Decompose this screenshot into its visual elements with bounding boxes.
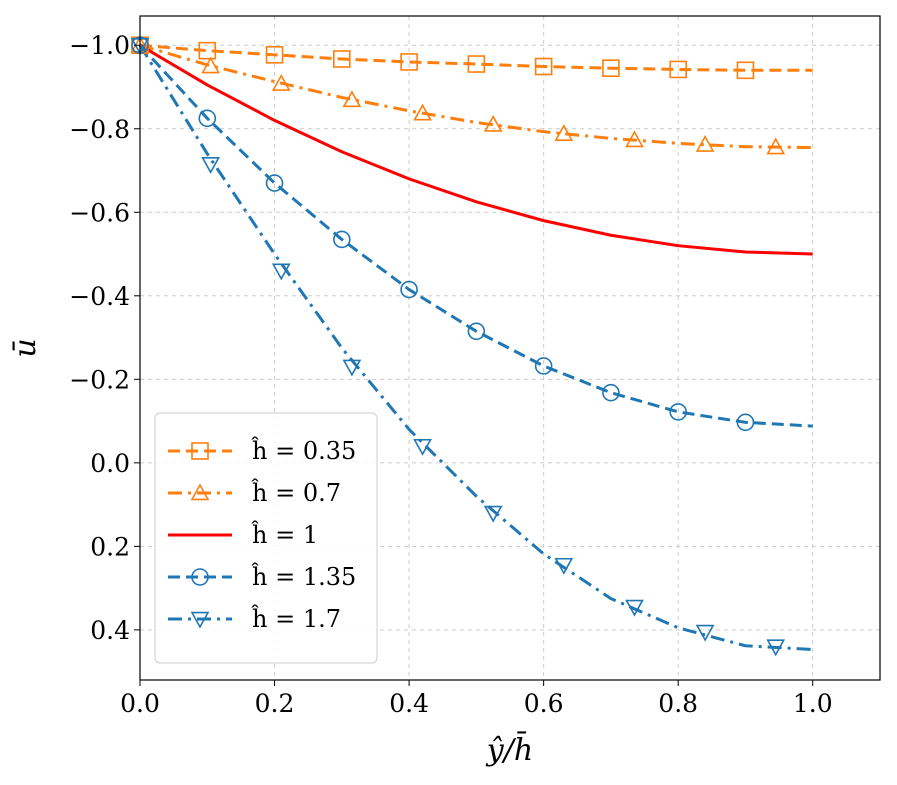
series-2-point	[483, 114, 503, 132]
legend-label-3: ĥ = 1	[251, 520, 318, 549]
x-axis-ticks: 0.0 0.2 0.4 0.6 0.8 1.0	[120, 680, 833, 718]
series-1-point	[265, 46, 284, 64]
series-2-point	[271, 74, 291, 91]
x-tick-label: 0.6	[524, 689, 564, 718]
series-2-point	[342, 90, 362, 108]
y-tick-label: −0.8	[69, 115, 130, 144]
series-2-point	[766, 137, 786, 155]
series-2-point	[695, 134, 715, 152]
x-axis-label: ŷ/h̄	[485, 730, 533, 768]
series-1-point	[736, 61, 755, 80]
series-4-point	[467, 322, 486, 341]
series-5-point	[695, 624, 715, 642]
y-tick-label: 0.4	[90, 616, 130, 645]
series-line-5	[138, 44, 813, 652]
legend-marker-1	[191, 442, 209, 460]
y-axis-label: ū	[8, 338, 43, 357]
legend-label-1: ĥ = 0.35	[251, 436, 356, 465]
series-5-point	[554, 557, 574, 575]
x-tick-label: 0.4	[389, 689, 429, 718]
legend-label-4: ĥ = 1.35	[251, 562, 356, 591]
series-4-point	[736, 413, 755, 432]
series-lines	[138, 43, 813, 652]
series-2-point	[413, 103, 432, 121]
plot-frame	[139, 15, 881, 681]
legend-marker-2	[190, 483, 210, 501]
series-1-point	[669, 60, 687, 79]
legend-box	[154, 412, 378, 664]
series-1-point	[534, 57, 553, 76]
y-tick-label: −0.4	[69, 282, 130, 311]
x-tick-label: 0.2	[255, 689, 295, 718]
legend-label-2: ĥ = 0.7	[251, 478, 341, 507]
series-line-4	[138, 44, 813, 428]
y-tick-label: −0.2	[69, 365, 130, 394]
series-1-point	[333, 50, 351, 68]
series-4-point	[265, 174, 284, 192]
series-5-point	[483, 505, 503, 523]
series-4-point	[198, 109, 217, 128]
series-1-point	[400, 53, 418, 71]
series-4-point	[333, 230, 351, 249]
y-tick-label: 0.2	[90, 532, 130, 561]
series-5-point	[625, 599, 644, 617]
series-1-point	[467, 55, 486, 73]
legend-marker-4	[191, 568, 209, 586]
legend-marker-5	[190, 611, 210, 629]
x-tick-label: 1.0	[793, 689, 833, 718]
series-2-point	[201, 56, 220, 74]
series-1-point	[198, 41, 217, 60]
series-5-point	[413, 438, 432, 456]
series-4-point	[602, 383, 620, 402]
series-5-point	[342, 359, 362, 377]
series-2-point	[554, 124, 574, 141]
series-line-1	[139, 43, 813, 72]
series-4-point	[669, 403, 687, 421]
series-2-point	[625, 130, 644, 148]
y-axis-ticks: −1.0 −0.8 −0.6 −0.4 −0.2 0.0 0.2 0.4	[69, 31, 140, 645]
y-tick-label: −0.6	[69, 198, 130, 227]
legend-label-5: ĥ = 1.7	[251, 604, 341, 633]
y-tick-label: −1.0	[69, 31, 130, 60]
x-tick-label: 0.8	[658, 689, 698, 718]
series-4-point	[534, 357, 553, 375]
x-tick-label: 0.0	[120, 689, 160, 718]
legend: ĥ = 0.35 ĥ = 0.7 ĥ = 1 ĥ = 1.35 ĥ = 1.7	[154, 412, 378, 664]
series-5-point	[201, 157, 220, 174]
series-line-3	[139, 43, 813, 256]
series-1-point	[602, 59, 620, 78]
y-tick-label: 0.0	[90, 449, 130, 478]
series-5-point	[271, 263, 291, 281]
series-5-point	[766, 639, 786, 657]
series-4-point	[400, 280, 418, 299]
series-line-2	[139, 43, 813, 150]
